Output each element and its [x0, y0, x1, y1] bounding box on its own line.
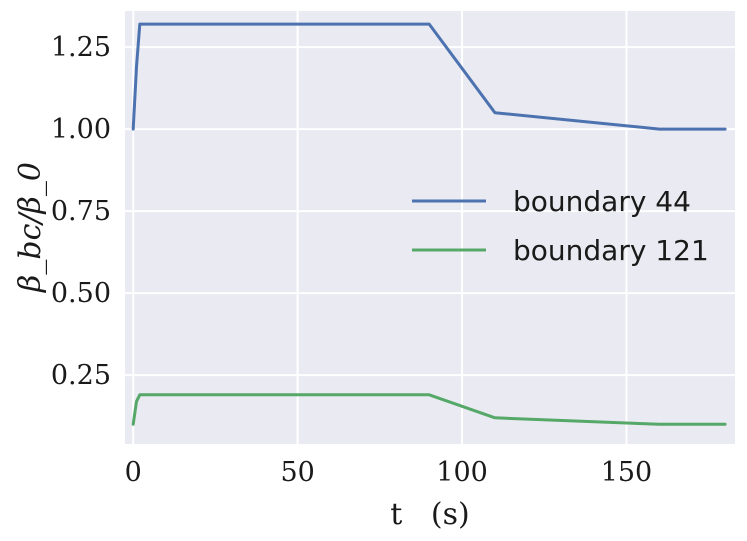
y-tick-label: 0.25: [51, 360, 111, 391]
series-layer: [131, 22, 727, 426]
legend-label-1: boundary 44: [513, 185, 691, 218]
legend-label-2: boundary 121: [513, 234, 709, 267]
series-line-2: [131, 393, 727, 426]
x-tick-labels: 0 50 100 150: [125, 457, 653, 488]
grid-lines: [125, 11, 735, 444]
x-tick-label: 150: [601, 457, 653, 488]
y-axis-label: β_bc/β_0: [13, 162, 48, 293]
series-line-1: [131, 22, 727, 131]
plot-background: [125, 11, 735, 444]
x-tick-label: 50: [280, 457, 314, 488]
y-tick-label: 0.75: [51, 196, 111, 227]
legend: boundary 44 boundary 121: [412, 185, 709, 267]
y-tick-label: 0.50: [51, 278, 111, 309]
y-tick-label: 1.25: [51, 32, 111, 63]
x-axis-label: t (s): [390, 497, 469, 532]
y-tick-labels: 0.25 0.50 0.75 1.00 1.25: [51, 32, 111, 391]
x-tick-label: 100: [436, 457, 488, 488]
x-tick-label: 0: [125, 457, 142, 488]
y-tick-label: 1.00: [51, 114, 111, 145]
